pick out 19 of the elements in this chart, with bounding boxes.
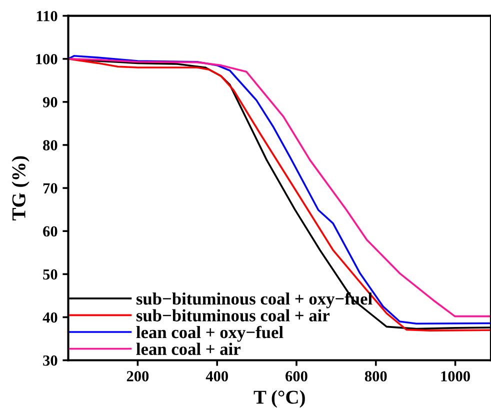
y-tick-label: 30 xyxy=(43,355,58,366)
x-tick-label: 200 xyxy=(126,371,149,382)
x-tick-label: 1000 xyxy=(441,371,470,382)
y-tick-label: 90 xyxy=(42,97,58,108)
y-tick-label: 80 xyxy=(43,140,58,150)
y-tick-label: 100 xyxy=(36,54,58,64)
legend-label: lean coal + air xyxy=(136,342,240,355)
x-tick-label: 800 xyxy=(364,371,387,382)
x-axis-title: T (°C) xyxy=(254,390,305,408)
y-tick-label: 40 xyxy=(42,312,58,323)
legend-label: sub−bituminous coal + air xyxy=(136,309,330,322)
y-tick-label: 110 xyxy=(36,10,58,22)
x-tick-label: 600 xyxy=(286,371,308,382)
legend-label: lean coal + oxy−fuel xyxy=(136,326,284,342)
y-tick-label: 60 xyxy=(43,226,58,237)
y-tick-label: 50 xyxy=(43,269,58,280)
x-tick-label: 400 xyxy=(206,371,228,382)
y-tick-label: 70 xyxy=(43,183,58,194)
y-axis-title: TG (%) xyxy=(12,156,30,220)
